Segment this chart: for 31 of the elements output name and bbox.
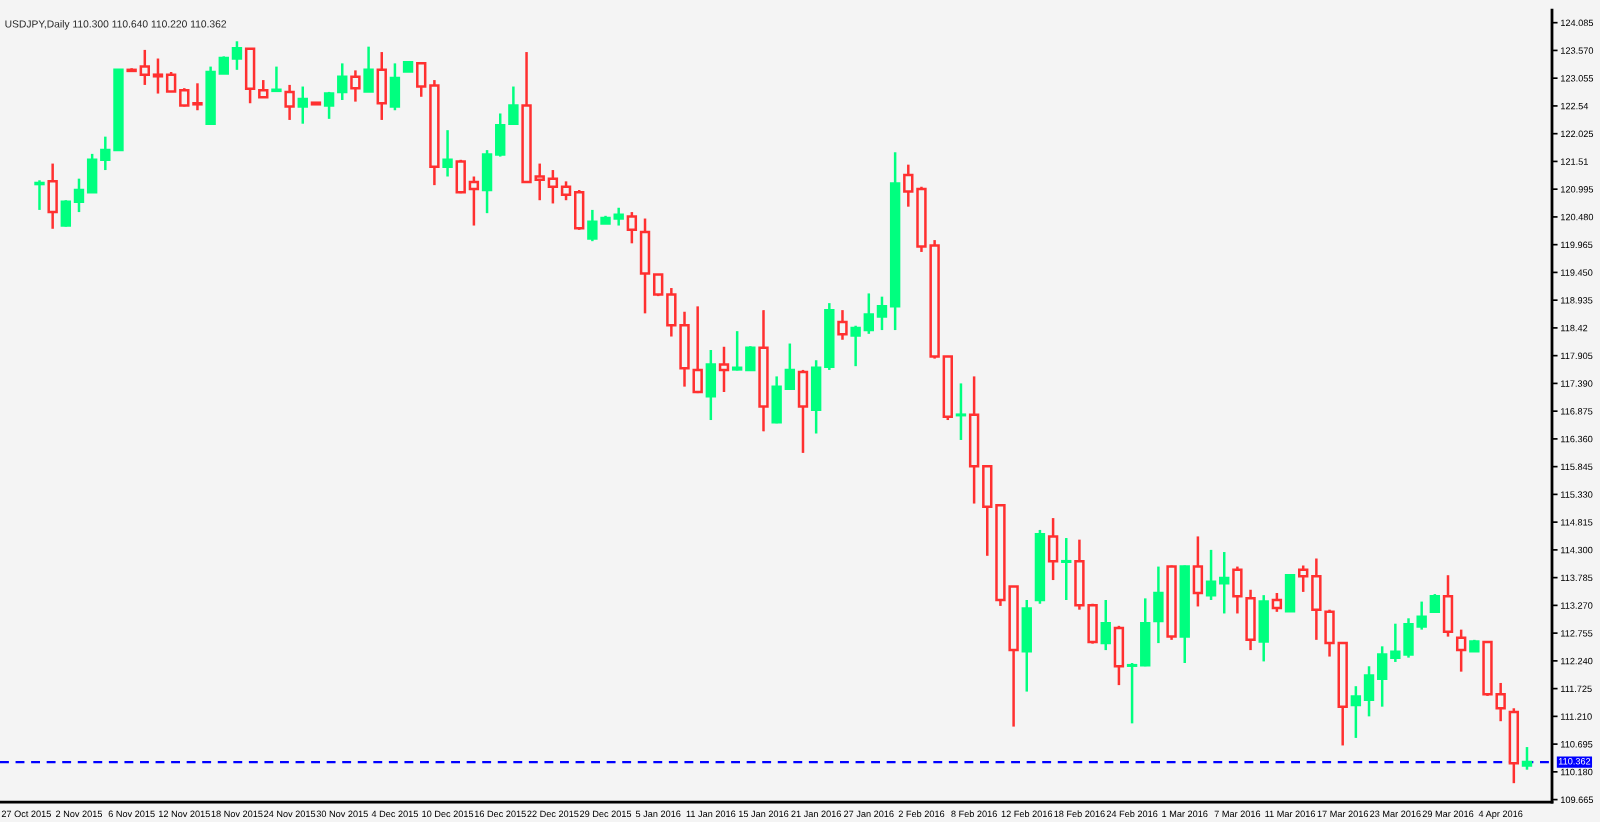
candlestick <box>1061 536 1072 602</box>
candlestick <box>626 210 638 245</box>
candlestick <box>1271 591 1283 614</box>
candlestick <box>363 45 374 93</box>
candlestick <box>718 345 730 394</box>
candlestick <box>376 50 387 122</box>
candlestick <box>1442 573 1454 638</box>
candlestick <box>350 69 361 103</box>
candlestick <box>1258 593 1269 663</box>
candlestick <box>284 83 295 122</box>
candlestick <box>1153 565 1164 645</box>
candlestick <box>1113 624 1125 687</box>
candlestick <box>389 62 401 112</box>
candlestick <box>1284 573 1296 613</box>
candlestick <box>297 85 308 125</box>
candlestick <box>1021 598 1032 693</box>
candlestick <box>271 65 282 94</box>
candlestick <box>837 308 848 342</box>
candlestick <box>1232 565 1243 615</box>
candlestick <box>1192 535 1204 608</box>
candlestick <box>1245 588 1256 652</box>
candlestick <box>797 368 809 455</box>
candlestick <box>1455 628 1467 673</box>
candlestick <box>34 179 45 212</box>
candlestick <box>955 382 967 442</box>
candlestick <box>442 128 453 178</box>
candlestick <box>1047 516 1059 582</box>
candlestick <box>47 162 58 231</box>
candlestick <box>705 348 717 422</box>
candlestick <box>1100 598 1111 652</box>
candlestick <box>1521 745 1533 771</box>
